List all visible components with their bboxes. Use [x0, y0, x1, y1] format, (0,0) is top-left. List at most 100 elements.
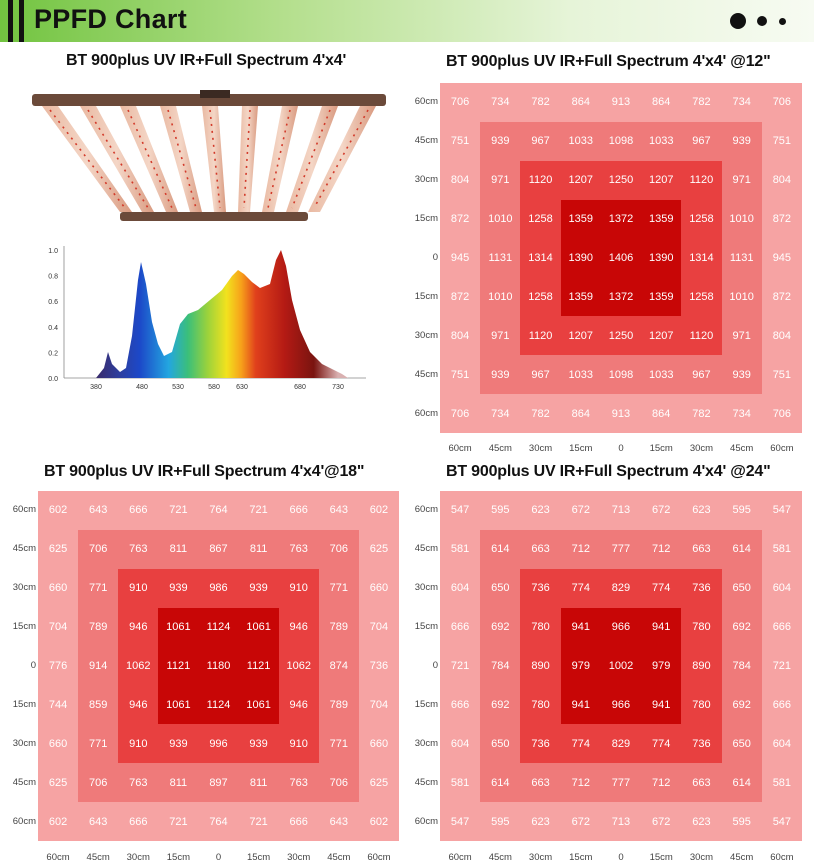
ppfd-cell: 782: [520, 394, 561, 433]
ppfd-cell: 811: [238, 763, 279, 803]
ppfd-cell: 941: [560, 685, 601, 725]
ppfd-cell: 939: [238, 568, 279, 608]
ppfd-cell: 643: [78, 802, 119, 841]
ppfd-cell: 614: [721, 763, 762, 803]
ppfd-cell: 864: [641, 394, 682, 433]
ppfd-cell: 913: [600, 83, 642, 122]
ppfd-cell: 604: [761, 568, 802, 608]
ppfd-cell: 713: [600, 802, 642, 841]
ppfd-cell: 789: [78, 607, 119, 647]
header-stripe: [8, 0, 13, 42]
ppfd-cell: 811: [158, 529, 199, 569]
ppfd-cell: 734: [480, 394, 521, 433]
ppfd-cell: 782: [681, 394, 722, 433]
ppfd-cell: 764: [198, 491, 239, 530]
ppfd-cell: 804: [761, 160, 802, 200]
ppfd-cell: 874: [318, 646, 359, 686]
y-axis-label: 60cm: [12, 815, 36, 827]
x-axis-label: 45cm: [730, 443, 754, 454]
ppfd-cell: 666: [761, 607, 802, 647]
y-axis-label: 15cm: [414, 213, 438, 225]
ppfd-cell: 1010: [480, 199, 521, 239]
ppfd-cell: 643: [318, 802, 359, 841]
x-axis-label: 30cm: [528, 852, 553, 863]
x-axis-label: 30cm: [287, 852, 311, 863]
ppfd-cell: 789: [318, 685, 359, 725]
ppfd-cell: 771: [78, 568, 119, 608]
ppfd-cell: 910: [278, 568, 319, 608]
x-axis-label: 60cm: [367, 852, 391, 863]
ppfd-cell: 771: [318, 568, 359, 608]
ppfd-cell: 1120: [681, 316, 722, 356]
ppfd-cell: 650: [480, 724, 521, 764]
ppfd-cell: 777: [600, 763, 642, 803]
ppfd-cell: 890: [681, 646, 722, 686]
ppfd-cell: 829: [600, 568, 642, 608]
ppfd-cell: 967: [681, 355, 722, 395]
ppfd-cell: 751: [440, 355, 481, 395]
ppfd-cell: 1098: [600, 121, 642, 161]
ppfd-cell: 1010: [721, 277, 762, 317]
y-axis-label: 15cm: [414, 621, 438, 633]
ppfd-cell: 941: [560, 607, 601, 647]
ppfd-cell: 864: [641, 83, 682, 122]
ppfd-cell: 1002: [600, 646, 642, 686]
ppfd-cell: 1180: [198, 646, 239, 686]
ppfd-cell: 660: [38, 568, 79, 608]
ppfd-cell: 1061: [238, 685, 279, 725]
fixture-bottom-rail: [120, 212, 308, 221]
ppfd-cell: 979: [560, 646, 601, 686]
ppfd-cell: 623: [681, 802, 722, 841]
spectrum-x-tick-label: 680: [294, 384, 306, 391]
ppfd-cell: 872: [440, 199, 481, 239]
ppfd-cell: 774: [641, 568, 682, 608]
ppfd-cell: 1124: [198, 685, 239, 725]
spectrum-y-tick-label: 0.4: [48, 325, 58, 332]
ppfd-cell: 890: [520, 646, 561, 686]
ppfd-cell: 706: [318, 529, 359, 569]
ppfd-cell: 789: [318, 607, 359, 647]
ppfd-cell: 604: [440, 568, 481, 608]
y-axis-label: 45cm: [12, 543, 36, 555]
ppfd-cell: 784: [480, 646, 521, 686]
ppfd-cell: 692: [721, 607, 762, 647]
ppfd-cell: 706: [440, 83, 481, 122]
y-axis-label: 15cm: [12, 698, 36, 710]
y-axis-label: 30cm: [12, 582, 36, 594]
page-title: PPFD Chart: [34, 4, 188, 34]
ppfd-cell: 939: [158, 568, 199, 608]
spectrum-y-tick-label: 0.8: [48, 274, 58, 281]
y-axis-label: 60cm: [414, 815, 438, 827]
ppfd-cell: 1061: [238, 607, 279, 647]
ppfd-cell: 1258: [681, 277, 722, 317]
ppfd-cell: 780: [520, 607, 561, 647]
ppfd-cell: 763: [278, 763, 319, 803]
ppfd-cell: 663: [681, 763, 722, 803]
y-axis-label: 30cm: [12, 737, 36, 749]
ppfd-cell: 734: [480, 83, 521, 122]
ppfd-cell: 1124: [198, 607, 239, 647]
ppfd-cell: 1258: [520, 199, 561, 239]
dot-icon: [779, 18, 786, 25]
ppfd-cell: 1314: [681, 238, 722, 278]
ppfd-cell: 721: [761, 646, 802, 686]
spectrum-chart: 1.0 0.8 0.6 0.4 0.2 0.0 380 480 530 580 630 680 730: [48, 246, 366, 391]
ppfd-cell: 547: [440, 491, 481, 530]
ppfd-cell: 939: [238, 724, 279, 764]
ppfd-cell: 946: [118, 685, 159, 725]
ppfd-cell: 581: [761, 763, 802, 803]
ppfd-cell: 782: [520, 83, 561, 122]
ppfd-cell: 712: [560, 763, 601, 803]
spectrum-x-tick-label: 530: [172, 384, 184, 391]
ppfd-cell: 704: [38, 607, 79, 647]
ppfd-cell: 1098: [600, 355, 642, 395]
ppfd-cell: 910: [278, 724, 319, 764]
ppfd-heatmap-18in: 602 643 666 721 764 721 666 643 602 625 706 763 811 8…: [38, 491, 399, 841]
ppfd-cell: 1062: [118, 646, 159, 686]
y-axis-label: 0: [30, 660, 36, 671]
ppfd-cell: 744: [38, 685, 79, 725]
ppfd-cell: 650: [721, 724, 762, 764]
ppfd-cell: 736: [520, 568, 561, 608]
ppfd-cell: 602: [38, 802, 79, 841]
ppfd-cell: 734: [721, 83, 762, 122]
